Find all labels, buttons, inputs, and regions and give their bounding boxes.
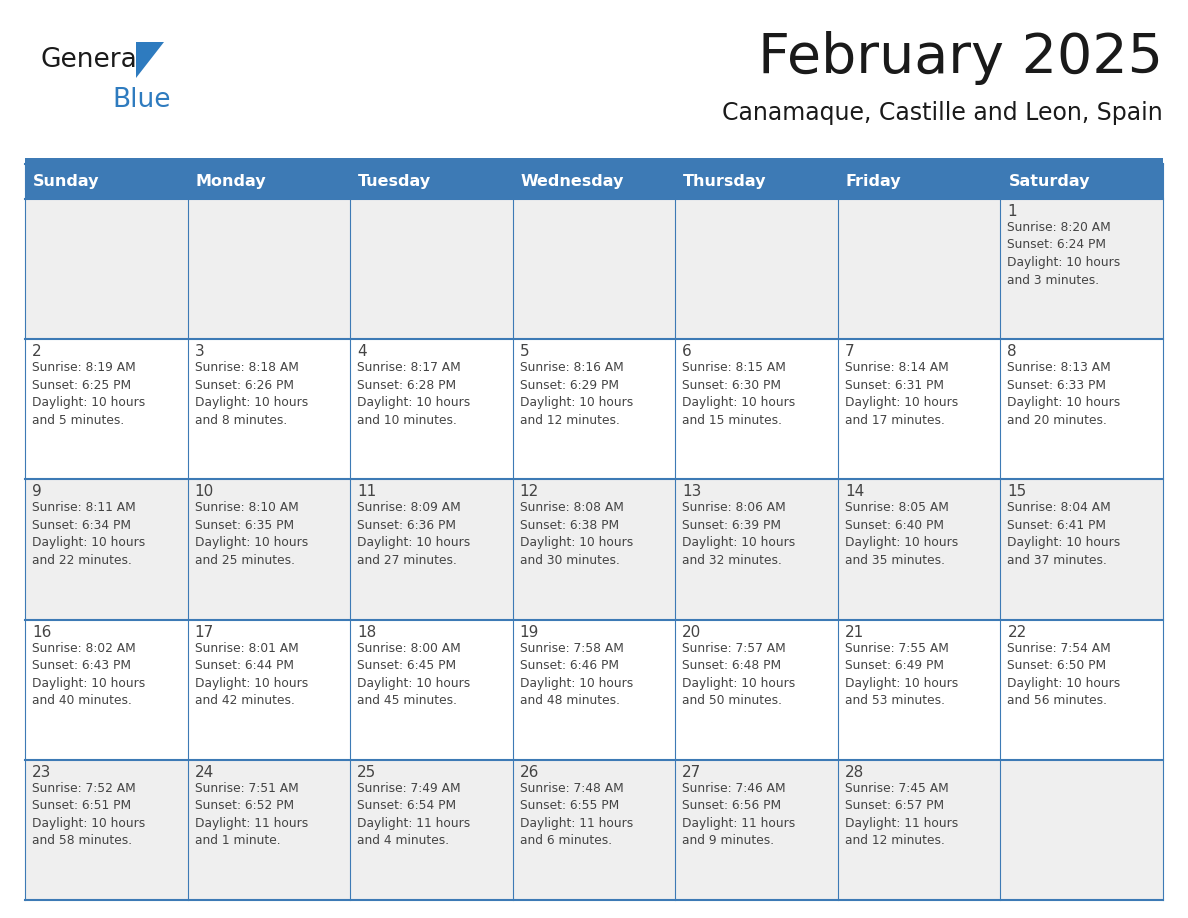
Text: Sunrise: 7:46 AM
Sunset: 6:56 PM
Daylight: 11 hours
and 9 minutes.: Sunrise: 7:46 AM Sunset: 6:56 PM Dayligh… [682, 782, 796, 847]
Text: 6: 6 [682, 344, 693, 359]
Text: Sunday: Sunday [33, 174, 100, 189]
Bar [25, 760, 1163, 900]
Bar [350, 164, 513, 199]
Text: 22: 22 [1007, 624, 1026, 640]
Text: 19: 19 [519, 624, 539, 640]
Text: 17: 17 [195, 624, 214, 640]
Text: Sunrise: 8:06 AM
Sunset: 6:39 PM
Daylight: 10 hours
and 32 minutes.: Sunrise: 8:06 AM Sunset: 6:39 PM Dayligh… [682, 501, 796, 567]
Text: 8: 8 [1007, 344, 1017, 359]
Text: Sunrise: 8:14 AM
Sunset: 6:31 PM
Daylight: 10 hours
and 17 minutes.: Sunrise: 8:14 AM Sunset: 6:31 PM Dayligh… [845, 361, 958, 427]
Text: Wednesday: Wednesday [520, 174, 624, 189]
Text: Sunrise: 7:49 AM
Sunset: 6:54 PM
Daylight: 11 hours
and 4 minutes.: Sunrise: 7:49 AM Sunset: 6:54 PM Dayligh… [358, 782, 470, 847]
Text: 4: 4 [358, 344, 367, 359]
Text: Sunrise: 7:45 AM
Sunset: 6:57 PM
Daylight: 11 hours
and 12 minutes.: Sunrise: 7:45 AM Sunset: 6:57 PM Dayligh… [845, 782, 958, 847]
Bar [838, 164, 1000, 199]
Bar [675, 164, 838, 199]
Text: Sunrise: 8:10 AM
Sunset: 6:35 PM
Daylight: 10 hours
and 25 minutes.: Sunrise: 8:10 AM Sunset: 6:35 PM Dayligh… [195, 501, 308, 567]
Text: Tuesday: Tuesday [358, 174, 431, 189]
Polygon shape [135, 42, 164, 78]
Text: 16: 16 [32, 624, 51, 640]
Text: 15: 15 [1007, 485, 1026, 499]
Text: Sunrise: 7:57 AM
Sunset: 6:48 PM
Daylight: 10 hours
and 50 minutes.: Sunrise: 7:57 AM Sunset: 6:48 PM Dayligh… [682, 642, 796, 707]
Text: 28: 28 [845, 765, 864, 779]
Text: Sunrise: 8:13 AM
Sunset: 6:33 PM
Daylight: 10 hours
and 20 minutes.: Sunrise: 8:13 AM Sunset: 6:33 PM Dayligh… [1007, 361, 1120, 427]
Text: Sunrise: 8:18 AM
Sunset: 6:26 PM
Daylight: 10 hours
and 8 minutes.: Sunrise: 8:18 AM Sunset: 6:26 PM Dayligh… [195, 361, 308, 427]
Text: 18: 18 [358, 624, 377, 640]
Bar [513, 164, 675, 199]
Text: 9: 9 [32, 485, 42, 499]
Text: Sunrise: 8:05 AM
Sunset: 6:40 PM
Daylight: 10 hours
and 35 minutes.: Sunrise: 8:05 AM Sunset: 6:40 PM Dayligh… [845, 501, 958, 567]
Text: 10: 10 [195, 485, 214, 499]
Text: Sunrise: 8:01 AM
Sunset: 6:44 PM
Daylight: 10 hours
and 42 minutes.: Sunrise: 8:01 AM Sunset: 6:44 PM Dayligh… [195, 642, 308, 707]
Text: Blue: Blue [112, 87, 171, 113]
Text: 20: 20 [682, 624, 702, 640]
Text: 26: 26 [519, 765, 539, 779]
Text: Sunrise: 8:02 AM
Sunset: 6:43 PM
Daylight: 10 hours
and 40 minutes.: Sunrise: 8:02 AM Sunset: 6:43 PM Dayligh… [32, 642, 145, 707]
Text: 1: 1 [1007, 204, 1017, 219]
Text: 12: 12 [519, 485, 539, 499]
Text: 3: 3 [195, 344, 204, 359]
Text: Sunrise: 7:55 AM
Sunset: 6:49 PM
Daylight: 10 hours
and 53 minutes.: Sunrise: 7:55 AM Sunset: 6:49 PM Dayligh… [845, 642, 958, 707]
Text: 25: 25 [358, 765, 377, 779]
Text: Sunrise: 8:00 AM
Sunset: 6:45 PM
Daylight: 10 hours
and 45 minutes.: Sunrise: 8:00 AM Sunset: 6:45 PM Dayligh… [358, 642, 470, 707]
Text: 2: 2 [32, 344, 42, 359]
Text: 27: 27 [682, 765, 702, 779]
Text: Sunrise: 8:09 AM
Sunset: 6:36 PM
Daylight: 10 hours
and 27 minutes.: Sunrise: 8:09 AM Sunset: 6:36 PM Dayligh… [358, 501, 470, 567]
Text: 7: 7 [845, 344, 854, 359]
Text: 5: 5 [519, 344, 530, 359]
Text: Canamaque, Castille and Leon, Spain: Canamaque, Castille and Leon, Spain [722, 101, 1163, 125]
Bar [25, 158, 1163, 163]
Bar [25, 164, 188, 199]
Text: Sunrise: 7:58 AM
Sunset: 6:46 PM
Daylight: 10 hours
and 48 minutes.: Sunrise: 7:58 AM Sunset: 6:46 PM Dayligh… [519, 642, 633, 707]
Bar [25, 479, 1163, 620]
Text: Sunrise: 8:16 AM
Sunset: 6:29 PM
Daylight: 10 hours
and 12 minutes.: Sunrise: 8:16 AM Sunset: 6:29 PM Dayligh… [519, 361, 633, 427]
Bar [25, 620, 1163, 760]
Text: Sunrise: 8:19 AM
Sunset: 6:25 PM
Daylight: 10 hours
and 5 minutes.: Sunrise: 8:19 AM Sunset: 6:25 PM Dayligh… [32, 361, 145, 427]
Text: 24: 24 [195, 765, 214, 779]
Text: Monday: Monday [196, 174, 266, 189]
Text: February 2025: February 2025 [758, 31, 1163, 85]
Bar [188, 164, 350, 199]
Text: Sunrise: 8:08 AM
Sunset: 6:38 PM
Daylight: 10 hours
and 30 minutes.: Sunrise: 8:08 AM Sunset: 6:38 PM Dayligh… [519, 501, 633, 567]
Text: Sunrise: 7:51 AM
Sunset: 6:52 PM
Daylight: 11 hours
and 1 minute.: Sunrise: 7:51 AM Sunset: 6:52 PM Dayligh… [195, 782, 308, 847]
Bar [1000, 164, 1163, 199]
Text: Saturday: Saturday [1009, 174, 1089, 189]
Text: 23: 23 [32, 765, 51, 779]
Text: 14: 14 [845, 485, 864, 499]
Text: Sunrise: 8:15 AM
Sunset: 6:30 PM
Daylight: 10 hours
and 15 minutes.: Sunrise: 8:15 AM Sunset: 6:30 PM Dayligh… [682, 361, 796, 427]
Text: 13: 13 [682, 485, 702, 499]
Text: Sunrise: 7:52 AM
Sunset: 6:51 PM
Daylight: 10 hours
and 58 minutes.: Sunrise: 7:52 AM Sunset: 6:51 PM Dayligh… [32, 782, 145, 847]
Text: 11: 11 [358, 485, 377, 499]
Text: Sunrise: 8:17 AM
Sunset: 6:28 PM
Daylight: 10 hours
and 10 minutes.: Sunrise: 8:17 AM Sunset: 6:28 PM Dayligh… [358, 361, 470, 427]
Text: Sunrise: 8:20 AM
Sunset: 6:24 PM
Daylight: 10 hours
and 3 minutes.: Sunrise: 8:20 AM Sunset: 6:24 PM Dayligh… [1007, 221, 1120, 286]
Text: General: General [40, 47, 144, 73]
Text: 21: 21 [845, 624, 864, 640]
Text: Sunrise: 8:11 AM
Sunset: 6:34 PM
Daylight: 10 hours
and 22 minutes.: Sunrise: 8:11 AM Sunset: 6:34 PM Dayligh… [32, 501, 145, 567]
Text: Sunrise: 8:04 AM
Sunset: 6:41 PM
Daylight: 10 hours
and 37 minutes.: Sunrise: 8:04 AM Sunset: 6:41 PM Dayligh… [1007, 501, 1120, 567]
Bar [25, 339, 1163, 479]
Bar [25, 199, 1163, 339]
Text: Sunrise: 7:48 AM
Sunset: 6:55 PM
Daylight: 11 hours
and 6 minutes.: Sunrise: 7:48 AM Sunset: 6:55 PM Dayligh… [519, 782, 633, 847]
Text: Sunrise: 7:54 AM
Sunset: 6:50 PM
Daylight: 10 hours
and 56 minutes.: Sunrise: 7:54 AM Sunset: 6:50 PM Dayligh… [1007, 642, 1120, 707]
Text: Thursday: Thursday [683, 174, 766, 189]
Text: Friday: Friday [846, 174, 902, 189]
